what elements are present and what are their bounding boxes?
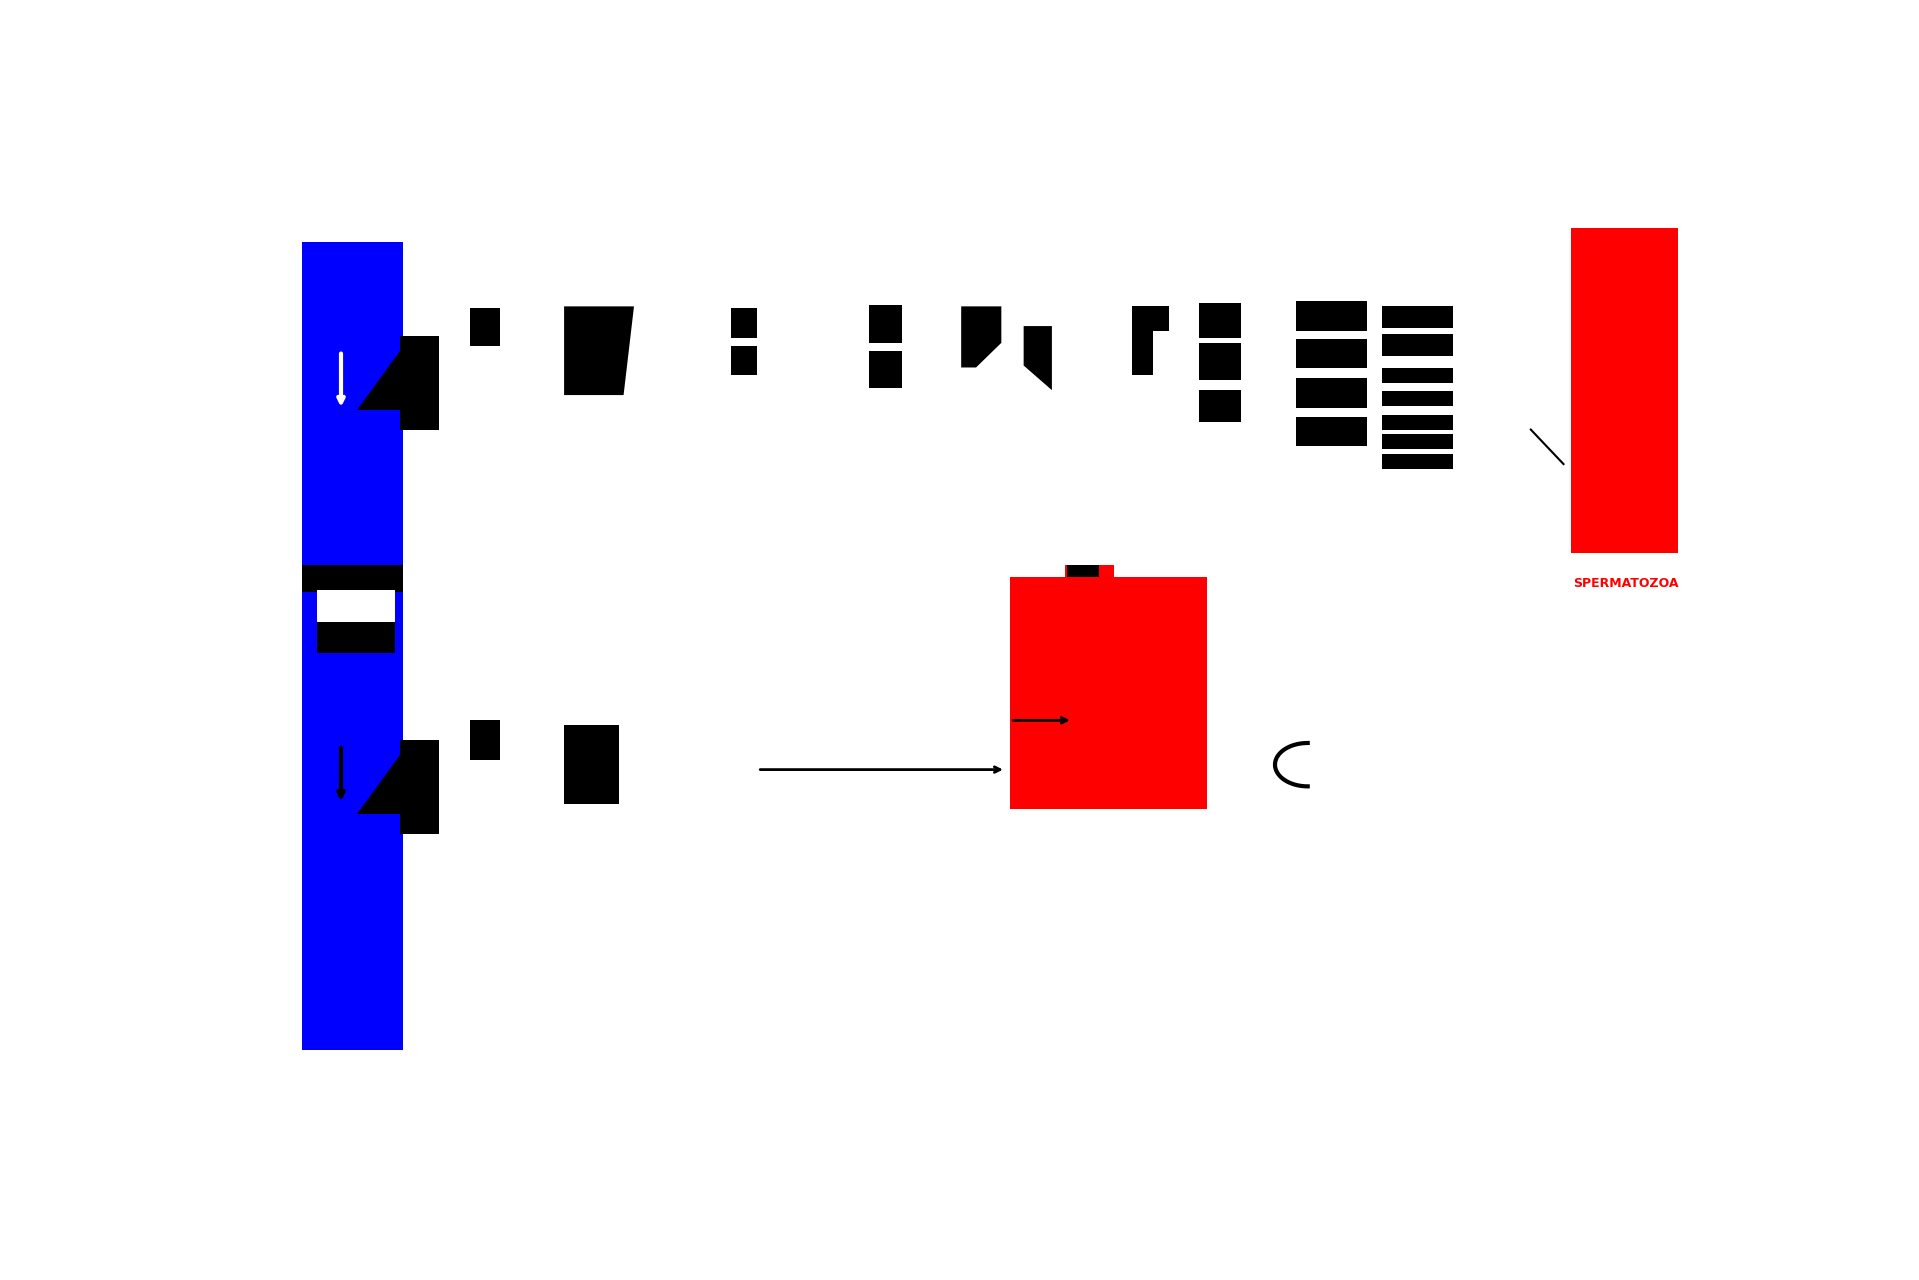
Bar: [869, 351, 902, 388]
Bar: [303, 564, 403, 593]
Bar: [1065, 564, 1115, 580]
Bar: [1009, 577, 1207, 809]
Bar: [401, 740, 439, 833]
Bar: [317, 590, 395, 622]
Bar: [1295, 379, 1366, 408]
Text: SPERMATOZOA: SPERMATOZOA: [1574, 577, 1679, 590]
Polygon shape: [357, 755, 401, 814]
Bar: [470, 721, 501, 760]
Polygon shape: [564, 306, 633, 396]
Bar: [1295, 417, 1366, 447]
Bar: [303, 242, 403, 1051]
Bar: [1382, 306, 1453, 328]
Bar: [1382, 392, 1453, 406]
Bar: [1295, 302, 1366, 332]
Bar: [869, 306, 902, 343]
Bar: [1382, 369, 1453, 383]
Bar: [1067, 564, 1100, 577]
Polygon shape: [564, 726, 620, 804]
Polygon shape: [961, 306, 1002, 367]
Bar: [1382, 415, 1453, 430]
Bar: [1199, 343, 1242, 380]
Bar: [1199, 390, 1242, 421]
Polygon shape: [1132, 306, 1169, 375]
Bar: [470, 308, 501, 346]
Bar: [731, 308, 758, 338]
Bar: [1572, 228, 1677, 553]
Bar: [1382, 434, 1453, 449]
Bar: [731, 346, 758, 375]
Bar: [1382, 454, 1453, 468]
Polygon shape: [1023, 326, 1052, 390]
Bar: [1199, 303, 1242, 338]
Bar: [317, 622, 395, 653]
Bar: [1295, 339, 1366, 369]
Polygon shape: [357, 351, 401, 410]
Bar: [401, 335, 439, 430]
Bar: [1382, 334, 1453, 356]
